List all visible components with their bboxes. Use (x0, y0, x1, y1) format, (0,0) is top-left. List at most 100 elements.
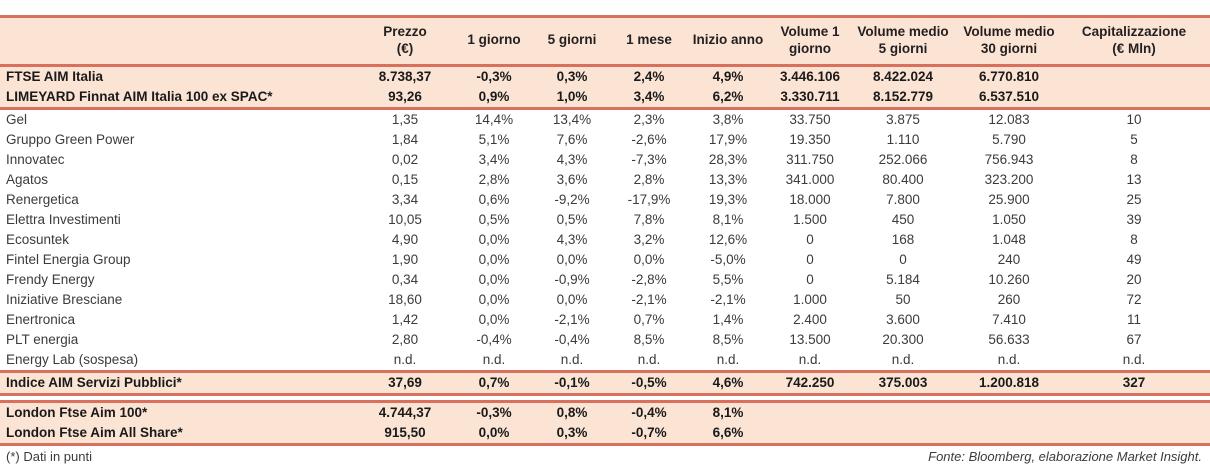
table-row: Frendy Energy 0,34 0,0% -0,9% -2,8% 5,5% 0 5.18… (0, 270, 1210, 290)
row-label: Innovatec (6, 152, 65, 167)
cell-vol1: 2.400 (793, 312, 827, 327)
cell-vol30: 1.050 (992, 212, 1026, 227)
cell-m1: -0,4% (616, 400, 692, 423)
cell-m1: -17,9% (627, 192, 671, 207)
cell-cap: 8 (1130, 152, 1138, 167)
london-index-row: London Ftse Aim 100* 4.744,37 -0,3% 0,8% -0,… (0, 400, 1210, 423)
cell-vol5 (856, 400, 960, 423)
table-row: Gel 1,35 14,4% 13,4% 2,3% 3,8% 33.750 3.875 12.0… (0, 109, 1210, 131)
cell-vol1 (774, 400, 856, 423)
table-row: Innovatec 0,02 3,4% 4,3% -7,3% 28,3% 311.750 25… (0, 150, 1210, 170)
footnote-dati-in-punti: (*) Dati in punti (6, 449, 92, 464)
cell-vol1: 33.750 (789, 112, 831, 127)
column-header-1-giorno: 1 giorno (460, 15, 538, 67)
cell-vol30: 1.200.818 (960, 370, 1068, 396)
cell-vol5: 80.400 (882, 172, 924, 187)
cell-ytd: 17,9% (708, 132, 748, 147)
cell-vol30: 12.083 (988, 112, 1030, 127)
cell-cap: 20 (1126, 272, 1142, 287)
cell-price: 37,69 (360, 370, 460, 396)
cell-vol1: 1.000 (793, 292, 827, 307)
table-header: Prezzo (€) 1 giorno 5 giorni 1 mese Iniz… (0, 15, 1210, 67)
row-label: Agatos (6, 172, 49, 187)
cell-price: 0,02 (391, 152, 419, 167)
cell-cap (1068, 87, 1210, 110)
aim-italia-quotes-table: Prezzo (€) 1 giorno 5 giorni 1 mese Iniz… (0, 15, 1210, 446)
cell-vol30: 56.633 (988, 332, 1030, 347)
cell-d1: 0,6% (478, 192, 510, 207)
cell-d1: 0,9% (460, 87, 538, 110)
column-header-volume-1-giorno: Volume 1 giorno (774, 15, 856, 67)
cell-ytd: 5,5% (712, 272, 744, 287)
row-label: Fintel Energia Group (6, 252, 131, 267)
column-header-capitalizzazione-line2: (€ Mln) (1112, 40, 1156, 56)
cell-vol30: 25.900 (988, 192, 1030, 207)
cell-d5: 4,3% (556, 152, 588, 167)
cell-ytd: 4,9% (692, 65, 774, 87)
cell-d1: 0,5% (478, 212, 510, 227)
header-row: Prezzo (€) 1 giorno 5 giorni 1 mese Iniz… (0, 15, 1210, 67)
cell-price: 1,35 (391, 112, 419, 127)
cell-price: 1,84 (391, 132, 419, 147)
table-row: Elettra Investimenti 10,05 0,5% 0,5% 7,8% 8,1… (0, 210, 1210, 230)
cell-m1: 2,8% (633, 172, 665, 187)
cell-m1: -0,7% (616, 423, 692, 446)
column-header-5-giorni: 5 giorni (538, 15, 616, 67)
source-attribution: Fonte: Bloomberg, elaborazione Market In… (928, 449, 1202, 464)
row-label: Enertronica (6, 312, 76, 327)
index-row: FTSE AIM Italia 8.738,37 -0,3% 0,3% 2,4% 4,9%… (0, 65, 1210, 87)
cell-vol5: 3.600 (886, 312, 920, 327)
column-header-1-mese: 1 mese (616, 15, 692, 67)
cell-vol30 (960, 423, 1068, 446)
cell-ytd: 6,6% (692, 423, 774, 446)
cell-d1: 0,0% (478, 272, 510, 287)
cell-vol30: 6.537.510 (960, 87, 1068, 110)
cell-ytd: 28,3% (708, 152, 748, 167)
cell-vol1: 19.350 (789, 132, 831, 147)
column-header-volume-medio-30-giorni-line1: Volume medio (963, 23, 1055, 39)
cell-ytd: -2,1% (710, 292, 746, 307)
cell-vol1: 0 (806, 232, 814, 247)
cell-price: 10,05 (388, 212, 422, 227)
row-label: London Ftse Aim 100* (0, 400, 360, 423)
cell-vol30: 756.943 (984, 152, 1034, 167)
cell-vol30: 6.770.810 (960, 65, 1068, 87)
cell-d5: 0,3% (538, 423, 616, 446)
cell-d1: -0,4% (476, 332, 512, 347)
row-label: Gruppo Green Power (6, 132, 135, 147)
cell-vol5: 0 (899, 252, 907, 267)
cell-d5: 0,8% (538, 400, 616, 423)
table-body: FTSE AIM Italia 8.738,37 -0,3% 0,3% 2,4% 4,9%… (0, 65, 1210, 446)
cell-vol5: 5.184 (886, 272, 920, 287)
cell-cap: 327 (1068, 370, 1210, 396)
cell-vol5: 8.152.779 (856, 87, 960, 110)
cell-d1: 5,1% (478, 132, 510, 147)
cell-d5: -9,2% (554, 192, 590, 207)
row-spacer (0, 394, 1210, 402)
cell-d1: -0,3% (460, 65, 538, 87)
table-row: PLT energia 2,80 -0,4% -0,4% 8,5% 8,5% 13.500 2… (0, 330, 1210, 350)
table-row: Renergetica 3,34 0,6% -9,2% -17,9% 19,3% 18.00… (0, 190, 1210, 210)
cell-d5: 1,0% (538, 87, 616, 110)
cell-vol1: 1.500 (793, 212, 827, 227)
cell-ytd: 6,2% (692, 87, 774, 110)
cell-m1: 2,4% (616, 65, 692, 87)
column-header-volume-medio-30-giorni-line2: 30 giorni (980, 40, 1038, 56)
cell-d1: 0,0% (478, 232, 510, 247)
cell-m1: 3,2% (633, 232, 665, 247)
cell-cap: 8 (1130, 232, 1138, 247)
table-row: Iniziative Bresciane 18,60 0,0% 0,0% -2,1% -2… (0, 290, 1210, 310)
cell-ytd: 8,1% (692, 400, 774, 423)
cell-vol5: 20.300 (882, 332, 924, 347)
cell-ytd: 1,4% (712, 312, 744, 327)
cell-vol5: 168 (891, 232, 915, 247)
cell-d1: n.d. (482, 352, 506, 367)
row-label: Gel (6, 112, 28, 127)
column-header-volume-medio-30-giorni: Volume medio 30 giorni (960, 15, 1068, 67)
column-header-volume-1-giorno-line2: giorno (789, 40, 831, 56)
cell-d5: 0,5% (556, 212, 588, 227)
cell-price: n.d. (393, 352, 417, 367)
column-header-inizio-anno: Inizio anno (692, 15, 774, 67)
cell-price: 4.744,37 (360, 400, 460, 423)
